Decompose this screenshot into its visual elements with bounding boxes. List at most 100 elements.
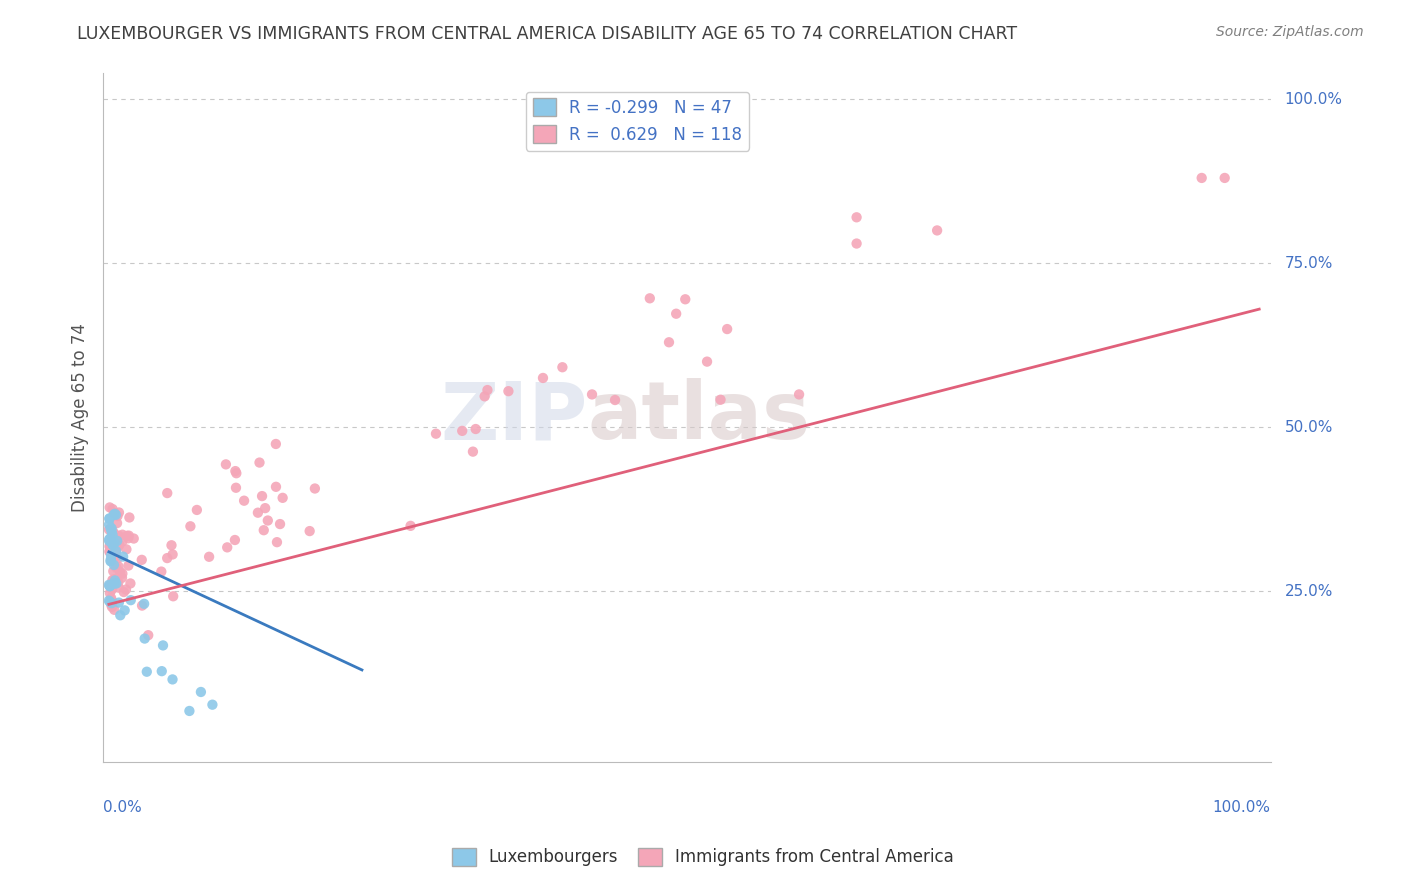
Point [399,519,422,533]
Point [100,552,122,566]
Point [111,571,134,585]
Point [162,673,184,687]
Point [224,464,246,478]
Point [131,553,153,567]
Point [103,539,125,553]
Point [108,565,131,579]
Point [658,335,681,350]
Point [98,538,121,552]
Point [425,426,447,441]
Point [477,383,499,397]
Point [131,599,153,613]
Point [98,579,121,593]
Text: 25.0%: 25.0% [1285,583,1333,599]
Point [673,293,696,307]
Point [451,424,474,438]
Point [104,572,127,586]
Point [156,486,179,500]
Point [117,531,139,545]
Point [264,437,287,451]
Point [111,534,134,549]
Point [105,516,128,530]
Point [117,558,139,573]
Point [105,533,128,548]
Text: ZIP: ZIP [440,378,588,457]
Point [118,528,141,542]
Point [98,539,121,553]
Point [474,389,496,403]
Point [122,532,145,546]
Point [298,524,321,538]
Point [98,517,121,532]
Point [269,517,291,532]
Point [111,527,134,541]
Point [464,422,486,436]
Point [253,523,276,537]
Point [498,384,520,399]
Point [249,456,271,470]
Point [709,392,731,407]
Text: 100.0%: 100.0% [1285,92,1343,107]
Point [107,575,129,590]
Point [304,482,326,496]
Point [927,223,949,237]
Point [100,553,122,567]
Point [103,506,125,520]
Point [103,558,125,572]
Point [105,541,128,555]
Point [254,501,277,516]
Point [100,521,122,535]
Point [225,467,247,481]
Point [461,444,484,458]
Point [100,591,122,606]
Point [156,551,179,566]
Point [100,596,122,610]
Point [103,574,125,588]
Point [152,639,174,653]
Point [271,491,294,505]
Point [581,387,603,401]
Point [179,704,201,718]
Point [107,581,129,595]
Point [160,538,183,552]
Point [201,698,224,712]
Point [100,522,122,536]
Point [603,392,626,407]
Point [104,507,127,521]
Point [787,387,810,401]
Point [101,573,124,587]
Point [115,582,138,597]
Point [103,564,125,578]
Point [101,599,124,614]
Point [266,535,288,549]
Point [97,523,120,537]
Point [107,559,129,574]
Point [118,510,141,524]
Point [105,533,128,548]
Point [100,554,122,568]
Point [103,535,125,549]
Point [186,503,208,517]
Text: LUXEMBOURGER VS IMMIGRANTS FROM CENTRAL AMERICA DISABILITY AGE 65 TO 74 CORRELAT: LUXEMBOURGER VS IMMIGRANTS FROM CENTRAL … [77,25,1018,43]
Point [103,576,125,591]
Point [135,665,157,679]
Point [1213,170,1236,185]
Point [115,529,138,543]
Text: 100.0%: 100.0% [1213,799,1271,814]
Point [98,545,121,559]
Point [104,533,127,547]
Point [104,544,127,558]
Point [162,548,184,562]
Point [101,528,124,542]
Text: 0.0%: 0.0% [103,799,142,814]
Point [638,291,661,305]
Point [179,519,201,533]
Legend: R = -0.299   N = 47, R =  0.629   N = 118: R = -0.299 N = 47, R = 0.629 N = 118 [526,92,749,151]
Point [100,524,122,539]
Y-axis label: Disability Age 65 to 74: Disability Age 65 to 74 [72,323,89,512]
Point [98,544,121,558]
Point [224,533,246,547]
Point [104,508,127,522]
Point [98,595,121,609]
Point [112,549,135,564]
